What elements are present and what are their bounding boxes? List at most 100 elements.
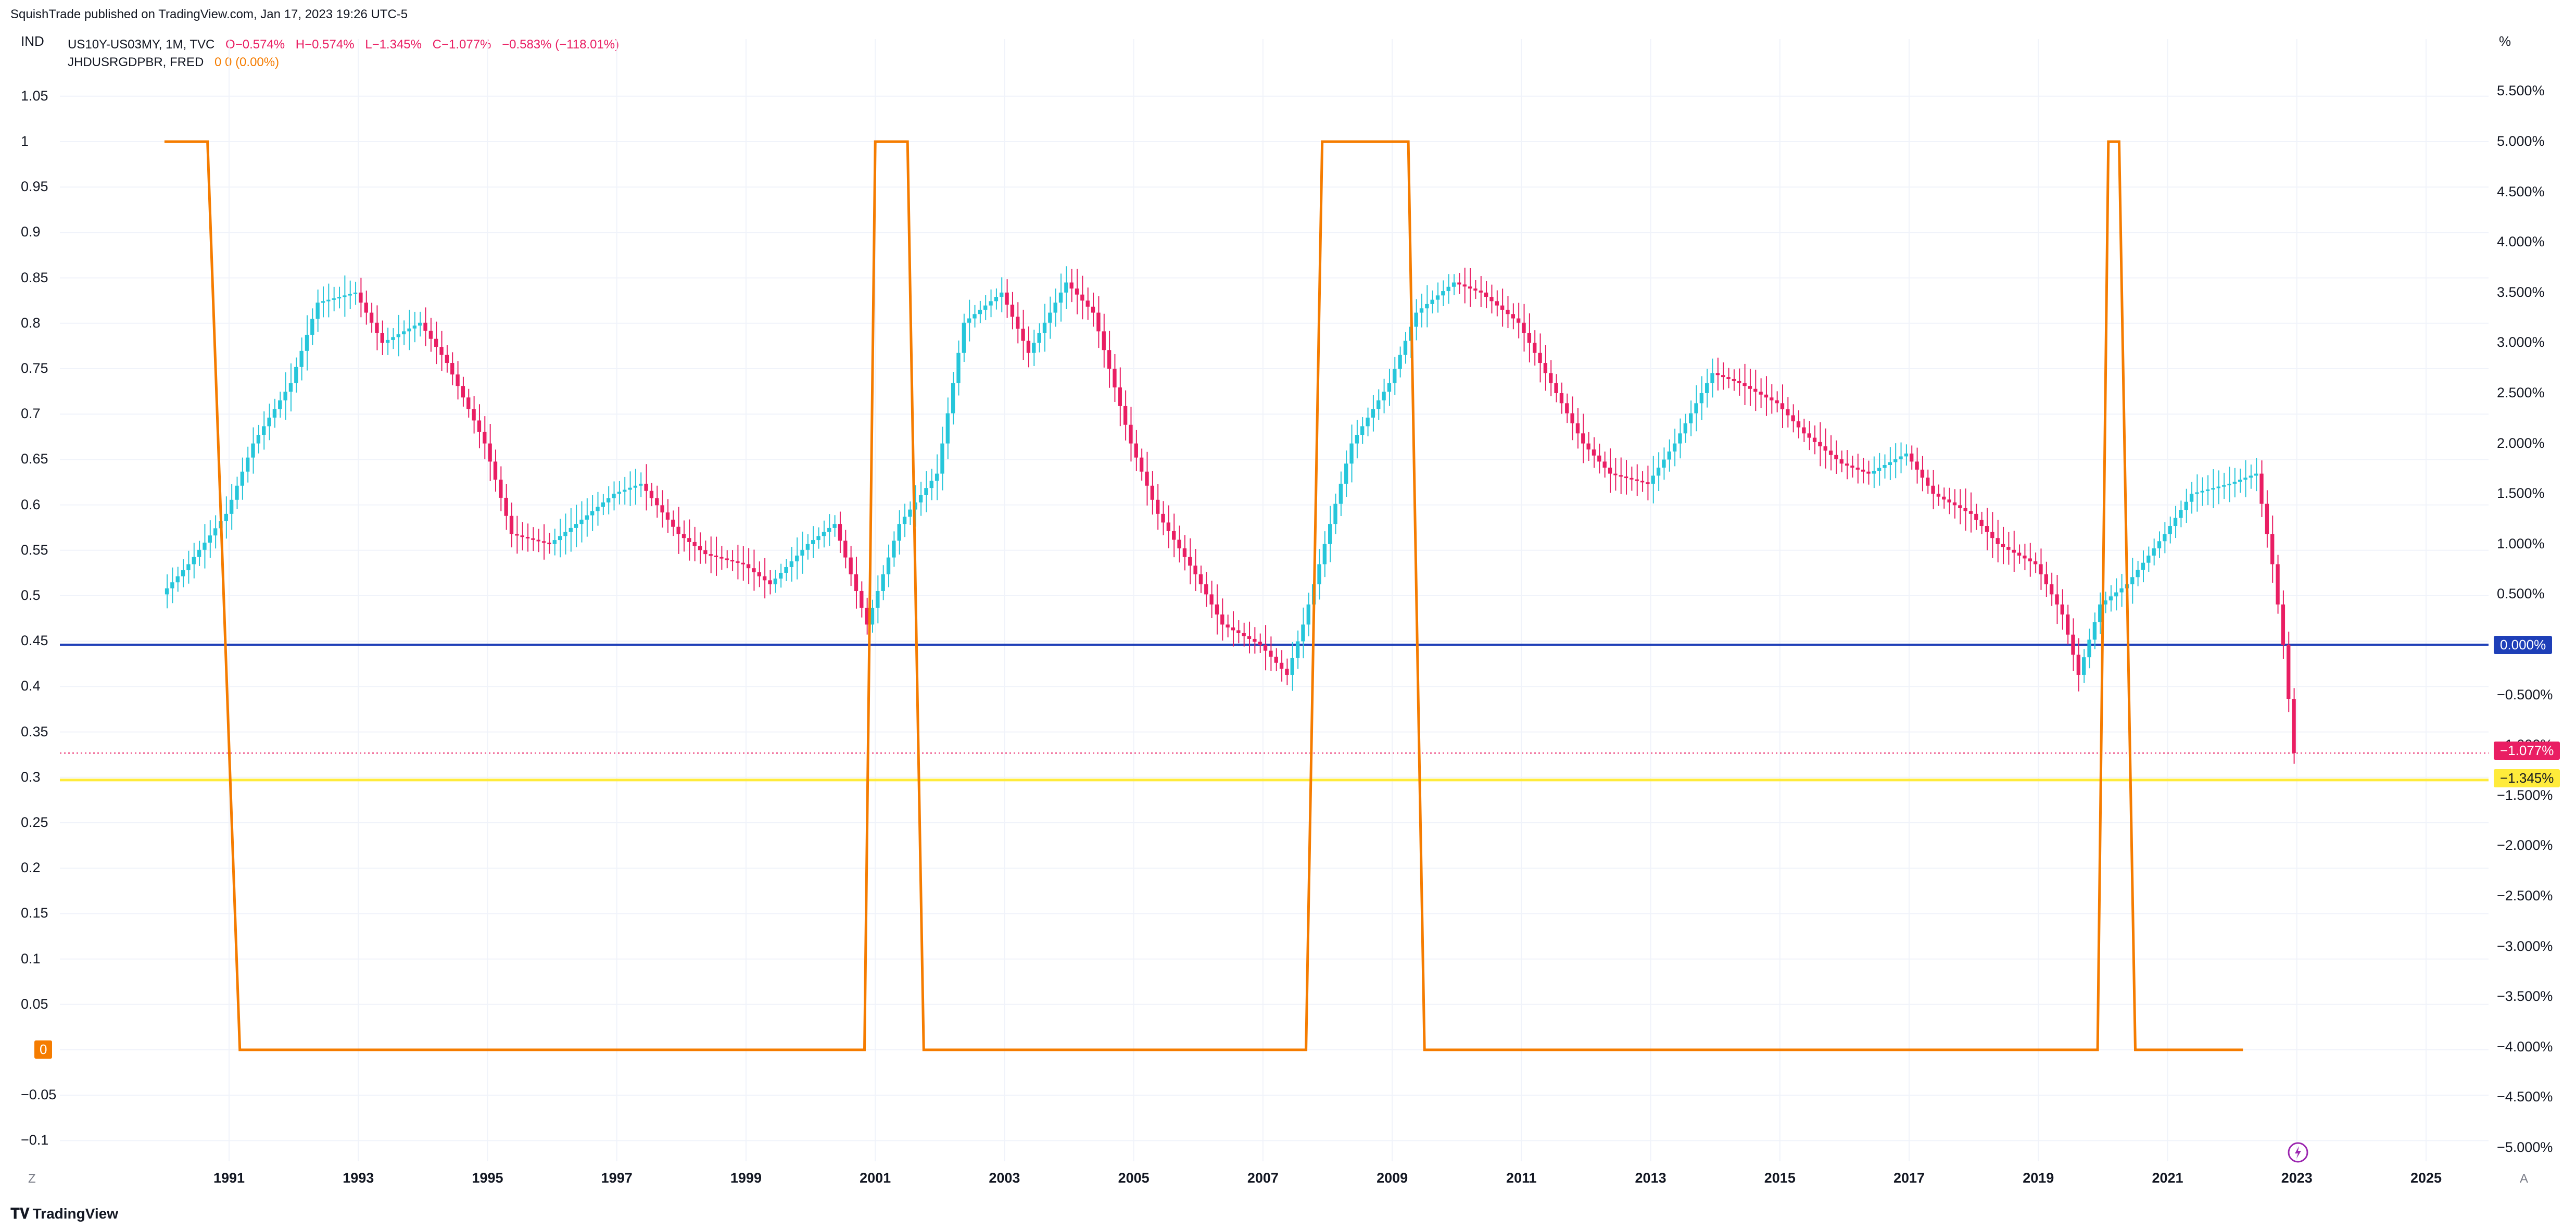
candle-body <box>1742 383 1747 386</box>
candle-body <box>1559 393 1564 404</box>
candle-body <box>805 544 810 550</box>
candle-body <box>1635 479 1639 481</box>
candle-body <box>1258 642 1262 645</box>
candle-body <box>1317 564 1321 585</box>
candle-body <box>1926 478 1930 486</box>
candle-body <box>860 591 864 608</box>
candle-body <box>2114 592 2118 597</box>
candle-body <box>607 498 611 503</box>
right-axis-tick: 4.500% <box>2497 183 2545 199</box>
candle-body <box>1107 350 1112 369</box>
candle-body <box>1850 466 1854 468</box>
legend-series2-values: 0 0 (0.00%) <box>214 55 280 69</box>
candle-body <box>730 560 735 562</box>
candle-body <box>353 292 358 294</box>
candle-body <box>1732 379 1736 381</box>
left-axis-tick: 0.65 <box>21 451 48 467</box>
candle-body <box>359 292 363 303</box>
candle-body <box>1484 292 1488 297</box>
legend-symbol: US10Y-US03MY, 1M, TVC <box>68 37 215 52</box>
candle-body <box>929 481 933 488</box>
candle-body <box>1656 467 1661 476</box>
candle-body <box>380 333 384 343</box>
candle-body <box>375 322 379 333</box>
auto-scale-button[interactable]: A <box>2520 1172 2529 1186</box>
candle-body <box>902 517 907 524</box>
candle-body <box>1533 343 1537 353</box>
candle-body <box>1301 624 1305 642</box>
candle-body <box>509 516 514 534</box>
flash-icon[interactable] <box>2282 1137 2314 1168</box>
candle-body <box>1721 375 1725 378</box>
candle-body <box>1694 403 1698 413</box>
candle-body <box>709 554 713 556</box>
candle-body <box>892 541 896 558</box>
zoom-button[interactable]: Z <box>28 1172 36 1186</box>
recession-series[interactable] <box>164 140 2243 1051</box>
right-axis-label: % <box>2499 33 2511 49</box>
left-axis-tick: 0.55 <box>21 542 48 558</box>
candle-body <box>262 426 266 435</box>
legend-close: C−1.077% <box>432 37 491 52</box>
candle-body <box>230 499 234 514</box>
candle-body <box>1172 531 1176 540</box>
candle-body <box>1069 282 1074 289</box>
candle-body <box>1500 305 1505 310</box>
candle-body <box>762 576 767 581</box>
candle-body <box>412 325 417 329</box>
candle-body <box>1506 309 1510 315</box>
candle-body <box>1780 403 1785 409</box>
candle-body <box>2055 594 2059 605</box>
candle-body <box>483 432 487 444</box>
candle-body <box>1845 463 1849 466</box>
candle-body <box>1058 292 1063 303</box>
candle-body <box>278 400 282 409</box>
time-axis-tick: 1997 <box>601 1170 633 1186</box>
candle-body <box>1688 413 1693 423</box>
candle-body <box>1866 471 1871 474</box>
candle-body <box>1333 504 1337 524</box>
candle-body <box>326 299 331 302</box>
candle-body <box>1775 400 1779 404</box>
candle-body <box>1958 505 1962 508</box>
candle-body <box>2157 541 2162 549</box>
candle-body <box>757 572 761 576</box>
candle-body <box>1538 353 1542 363</box>
candle-body <box>1683 423 1687 434</box>
candle-body <box>1543 363 1548 373</box>
candle-body <box>843 541 848 558</box>
legend-main[interactable]: US10Y-US03MY, 1M, TVC O−0.574% H−0.574% … <box>68 37 626 52</box>
time-axis-tick: 1991 <box>213 1170 245 1186</box>
candle-body <box>692 542 697 546</box>
right-axis-tick: 0.500% <box>2497 586 2545 602</box>
tradingview-logo[interactable]: 𝐓𝐕 TradingView <box>10 1206 119 1222</box>
time-axis-tick: 2009 <box>1377 1170 1408 1186</box>
candle-body <box>1005 292 1009 305</box>
candle-body <box>1828 450 1833 455</box>
candle-body <box>294 367 298 383</box>
legend-recession[interactable]: JHDUSRGDPBR, FRED 0 0 (0.00%) <box>68 55 286 70</box>
candle-body <box>612 494 616 498</box>
recession-value-label: 0 <box>34 1040 53 1059</box>
spread-series[interactable] <box>165 266 2296 764</box>
candle-body <box>768 580 772 585</box>
candle-body <box>1883 465 1887 468</box>
time-axis-tick: 1995 <box>472 1170 503 1186</box>
left-axis-tick: 0.75 <box>21 360 48 376</box>
candle-body <box>1295 641 1300 658</box>
candle-body <box>1382 392 1386 400</box>
candle-body <box>2211 488 2215 490</box>
candle-body <box>978 309 982 315</box>
candle-body <box>321 301 325 303</box>
left-axis-tick: 0.9 <box>21 224 41 240</box>
candle-body <box>838 524 842 541</box>
right-axis-tick: −0.500% <box>2497 686 2553 702</box>
candle-body <box>1910 453 1914 462</box>
left-axis-tick: 0.8 <box>21 315 41 331</box>
candle-body <box>2179 510 2183 518</box>
time-axis-tick: 2021 <box>2152 1170 2183 1186</box>
candle-body <box>1338 483 1343 504</box>
time-axis-tick: 2025 <box>2410 1170 2442 1186</box>
candle-body <box>267 417 271 426</box>
